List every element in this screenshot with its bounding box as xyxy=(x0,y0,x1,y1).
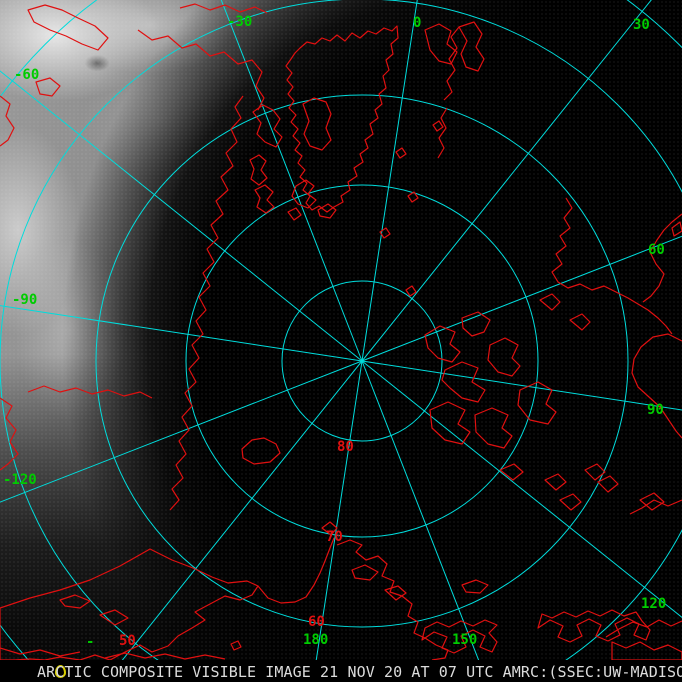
coastline-path-11 xyxy=(631,333,682,439)
coastline-path-24 xyxy=(59,594,242,651)
coastline-path-7 xyxy=(458,21,485,72)
latitude-circle-70 xyxy=(185,184,539,538)
meridian-label--120: -120 xyxy=(3,472,37,488)
latitude-label-60: 60 xyxy=(308,614,325,630)
station-marker-icon xyxy=(55,665,66,678)
coastline-path-0 xyxy=(285,25,399,213)
meridian-line-30 xyxy=(361,0,652,362)
coastline-path-21 xyxy=(0,95,19,471)
coastline-path-30 xyxy=(0,647,226,660)
latitude-circle-60 xyxy=(95,94,629,628)
meridian-label--90: -90 xyxy=(12,292,37,308)
coastline-path-5 xyxy=(241,437,281,465)
coastline-path-3 xyxy=(252,104,283,148)
meridian-label-60: 60 xyxy=(648,242,665,258)
meridian-line-60 xyxy=(361,235,682,362)
coastline-path-13 xyxy=(441,337,521,403)
coastline-path-15 xyxy=(517,293,591,425)
coastline-path-12 xyxy=(424,311,491,363)
meridian-line--60 xyxy=(0,70,363,362)
coastline-path-14 xyxy=(429,401,513,449)
meridian-line-120 xyxy=(361,360,682,619)
coastline-path-8 xyxy=(437,26,460,159)
meridian-label-30: 30 xyxy=(633,17,650,33)
meridian-label-90: 90 xyxy=(647,402,664,418)
coastline-path-18 xyxy=(169,95,244,511)
latitude-label-80: 80 xyxy=(337,439,354,455)
coastline-path-22 xyxy=(27,385,153,399)
caption-text: ARCTIC COMPOSITE VISIBLE IMAGE 21 NOV 20… xyxy=(37,663,682,681)
coastline-path-10 xyxy=(642,213,682,303)
caption-bar: ARCTIC COMPOSITE VISIBLE IMAGE 21 NOV 20… xyxy=(0,660,682,682)
meridian-line-150 xyxy=(361,360,480,660)
coastline-path-16 xyxy=(499,463,665,511)
meridian-line-90 xyxy=(361,360,682,411)
latitude-label-70: 70 xyxy=(326,529,343,545)
coastline-path-26 xyxy=(336,539,449,660)
coastline-path-33 xyxy=(671,221,682,237)
coastline-path-9 xyxy=(551,197,673,335)
map-labels-layer: -30 0 30 -60 -90 -120 - 180 150 120 90 60 50 80 70 60 xyxy=(3,14,666,650)
coastline-path-4 xyxy=(249,154,275,214)
coastline-path-27 xyxy=(421,619,498,654)
coastline-path-25 xyxy=(257,521,338,604)
coastline-path-6 xyxy=(424,23,458,65)
coastline-path-2 xyxy=(287,179,337,221)
meridian-line-180 xyxy=(315,360,363,660)
meridian-line-0 xyxy=(361,0,418,362)
coastline-path-17 xyxy=(629,499,682,515)
coastline-path-28 xyxy=(537,609,651,643)
coastline-path-32 xyxy=(461,579,489,594)
meridian-line--120 xyxy=(0,360,363,503)
latitude-circle-40 xyxy=(0,0,682,660)
meridian-line--90 xyxy=(0,305,363,362)
meridian-line--150 xyxy=(121,360,363,660)
coastline-path-20 xyxy=(137,3,268,111)
coastline-path-29 xyxy=(605,619,682,660)
meridian-label--30: -30 xyxy=(227,14,252,30)
map-overlay: -30 0 30 -60 -90 -120 - 180 150 120 90 60 50 80 70 60 xyxy=(0,0,682,660)
meridian-label--: - xyxy=(86,634,94,650)
latitude-circle-50 xyxy=(0,0,682,660)
meridian-label-150: 150 xyxy=(452,632,477,648)
coastline-path-23 xyxy=(0,548,259,660)
meridian-label-180: 180 xyxy=(303,632,328,648)
meridian-label-0: 0 xyxy=(413,15,421,31)
graticule-layer xyxy=(0,0,682,660)
latitude-label-50: 50 xyxy=(119,633,136,649)
meridian-label-120: 120 xyxy=(641,596,666,612)
coastline-layer xyxy=(0,3,682,660)
meridian-line--30 xyxy=(220,0,363,362)
coastline-path-31 xyxy=(379,120,444,297)
coastline-path-19 xyxy=(27,4,109,97)
meridian-label--60: -60 xyxy=(14,67,39,83)
coastline-path-1 xyxy=(302,97,332,151)
latitude-circle-80 xyxy=(281,280,443,442)
